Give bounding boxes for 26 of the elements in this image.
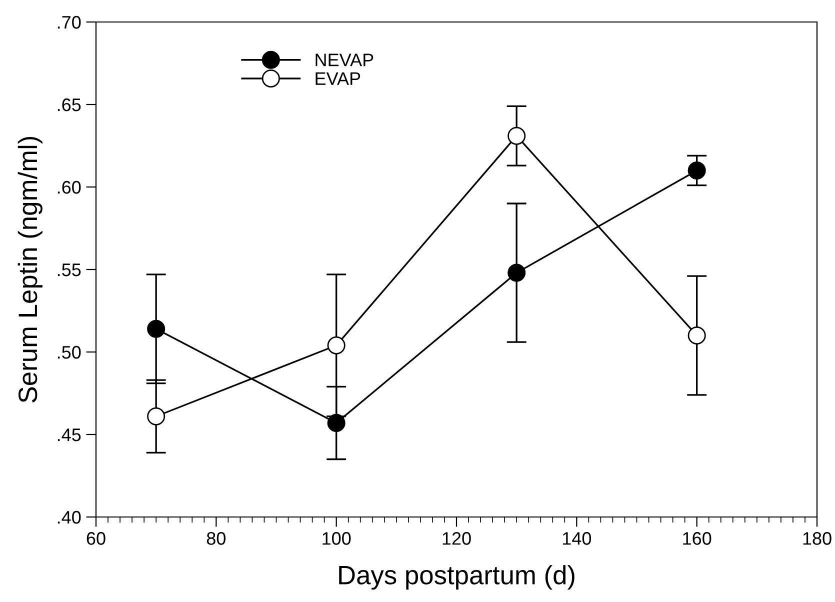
y-tick-label: .40 (58, 510, 81, 524)
legend-label: NEVAP (316, 54, 374, 66)
point (327, 336, 346, 354)
x-tick-label: 160 (683, 532, 712, 545)
x-tick-label: 180 (803, 532, 832, 545)
y-tick-label: .50 (58, 346, 81, 359)
point (688, 326, 706, 345)
point (327, 414, 346, 432)
x-tick-label: 140 (562, 532, 592, 545)
y-tick-label: .70 (58, 16, 81, 29)
x-tick-label: 60 (86, 532, 106, 545)
y-tick-label: .65 (58, 98, 81, 112)
point (508, 264, 526, 282)
y-tick-label: .60 (58, 180, 81, 194)
x-tick-label: 100 (322, 532, 351, 545)
y-tick-label: .45 (58, 428, 81, 442)
x-tick-label: 120 (442, 532, 471, 545)
point (147, 407, 166, 426)
y-axis-title: Serum Leptin (ngm/ml) (18, 136, 42, 402)
x-tick-label: 80 (206, 532, 226, 545)
x-axis-title: Days postpartum (d) (339, 565, 574, 590)
legend-label: EVAP (316, 72, 360, 85)
point (508, 126, 526, 145)
point (147, 320, 166, 338)
point (688, 161, 706, 180)
y-tick-label: .55 (58, 264, 81, 276)
